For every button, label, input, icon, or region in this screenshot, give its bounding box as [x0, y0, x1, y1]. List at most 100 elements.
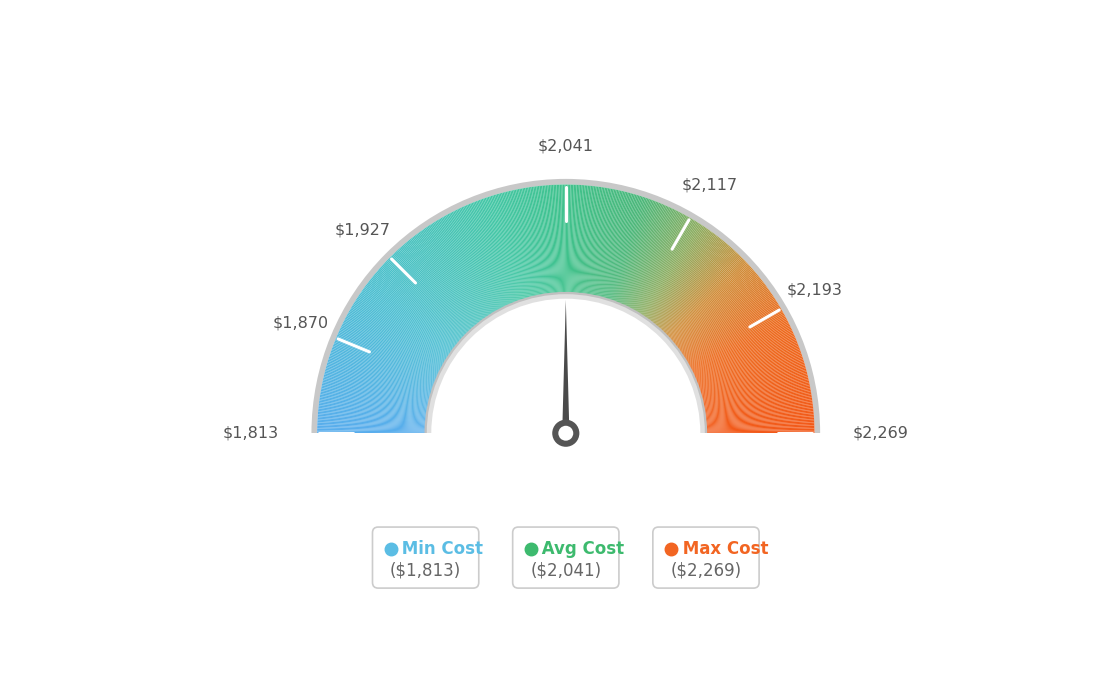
Wedge shape	[555, 185, 561, 293]
Wedge shape	[479, 200, 518, 302]
Wedge shape	[521, 188, 541, 295]
Text: $2,041: $2,041	[538, 139, 594, 154]
Wedge shape	[596, 190, 622, 297]
Wedge shape	[584, 187, 601, 295]
Wedge shape	[539, 186, 552, 294]
Wedge shape	[395, 251, 470, 331]
Wedge shape	[370, 279, 456, 347]
Wedge shape	[615, 200, 655, 302]
Wedge shape	[587, 188, 606, 295]
Wedge shape	[510, 190, 535, 297]
Wedge shape	[336, 337, 436, 380]
Wedge shape	[438, 219, 495, 313]
Wedge shape	[583, 186, 598, 294]
Wedge shape	[686, 303, 778, 360]
Wedge shape	[533, 186, 549, 294]
Wedge shape	[317, 428, 426, 431]
Wedge shape	[411, 237, 479, 324]
Text: $1,927: $1,927	[335, 223, 391, 237]
Wedge shape	[583, 186, 597, 294]
Wedge shape	[605, 195, 637, 299]
Wedge shape	[641, 224, 700, 315]
Wedge shape	[335, 342, 435, 382]
Wedge shape	[333, 344, 435, 384]
Wedge shape	[651, 236, 719, 322]
Wedge shape	[327, 364, 432, 395]
Wedge shape	[329, 355, 433, 390]
Wedge shape	[644, 226, 704, 317]
Wedge shape	[476, 201, 516, 303]
Wedge shape	[326, 368, 431, 397]
Wedge shape	[489, 196, 523, 300]
Wedge shape	[705, 405, 813, 418]
Wedge shape	[699, 355, 803, 390]
Wedge shape	[689, 313, 785, 366]
Wedge shape	[570, 185, 574, 293]
Wedge shape	[637, 219, 693, 313]
Wedge shape	[665, 257, 743, 335]
Wedge shape	[702, 379, 809, 404]
Wedge shape	[432, 224, 490, 315]
Wedge shape	[564, 184, 565, 293]
Wedge shape	[586, 187, 603, 295]
Wedge shape	[573, 185, 580, 293]
Wedge shape	[488, 197, 522, 300]
Wedge shape	[359, 293, 449, 355]
Wedge shape	[560, 185, 563, 293]
Wedge shape	[397, 249, 471, 330]
Wedge shape	[328, 361, 432, 393]
FancyBboxPatch shape	[372, 527, 479, 588]
Wedge shape	[493, 195, 526, 299]
Wedge shape	[661, 251, 736, 331]
Wedge shape	[329, 356, 433, 391]
Wedge shape	[319, 400, 427, 415]
Wedge shape	[666, 259, 745, 336]
Wedge shape	[357, 297, 448, 357]
Wedge shape	[704, 399, 813, 415]
Wedge shape	[620, 204, 665, 304]
Wedge shape	[606, 195, 639, 299]
Wedge shape	[353, 303, 446, 360]
Wedge shape	[523, 188, 543, 295]
Wedge shape	[373, 275, 458, 344]
Wedge shape	[647, 230, 711, 319]
Wedge shape	[325, 373, 429, 400]
Wedge shape	[440, 217, 496, 312]
Wedge shape	[634, 216, 688, 311]
Wedge shape	[349, 310, 444, 365]
Wedge shape	[671, 270, 754, 342]
Wedge shape	[320, 396, 427, 413]
Wedge shape	[592, 188, 613, 295]
Wedge shape	[415, 235, 481, 322]
Wedge shape	[702, 375, 808, 401]
Wedge shape	[425, 228, 487, 318]
Wedge shape	[572, 185, 578, 293]
Wedge shape	[480, 199, 518, 302]
Wedge shape	[383, 263, 464, 338]
Wedge shape	[672, 273, 756, 343]
Text: ($2,041): ($2,041)	[530, 561, 602, 579]
Wedge shape	[665, 256, 742, 334]
Wedge shape	[701, 367, 806, 397]
Wedge shape	[646, 228, 708, 318]
Wedge shape	[599, 192, 628, 297]
Wedge shape	[609, 197, 644, 300]
Wedge shape	[410, 239, 478, 324]
Wedge shape	[643, 225, 703, 316]
Wedge shape	[567, 184, 571, 293]
Wedge shape	[574, 185, 583, 293]
Wedge shape	[703, 380, 809, 404]
Wedge shape	[424, 228, 486, 318]
Wedge shape	[694, 336, 795, 380]
Wedge shape	[582, 186, 595, 294]
Wedge shape	[652, 237, 721, 324]
Wedge shape	[705, 413, 814, 423]
Wedge shape	[592, 189, 614, 296]
Wedge shape	[445, 215, 498, 310]
Wedge shape	[588, 188, 608, 295]
Wedge shape	[467, 204, 511, 304]
FancyBboxPatch shape	[652, 527, 760, 588]
Wedge shape	[514, 190, 538, 296]
Wedge shape	[684, 300, 776, 359]
Wedge shape	[434, 221, 492, 315]
